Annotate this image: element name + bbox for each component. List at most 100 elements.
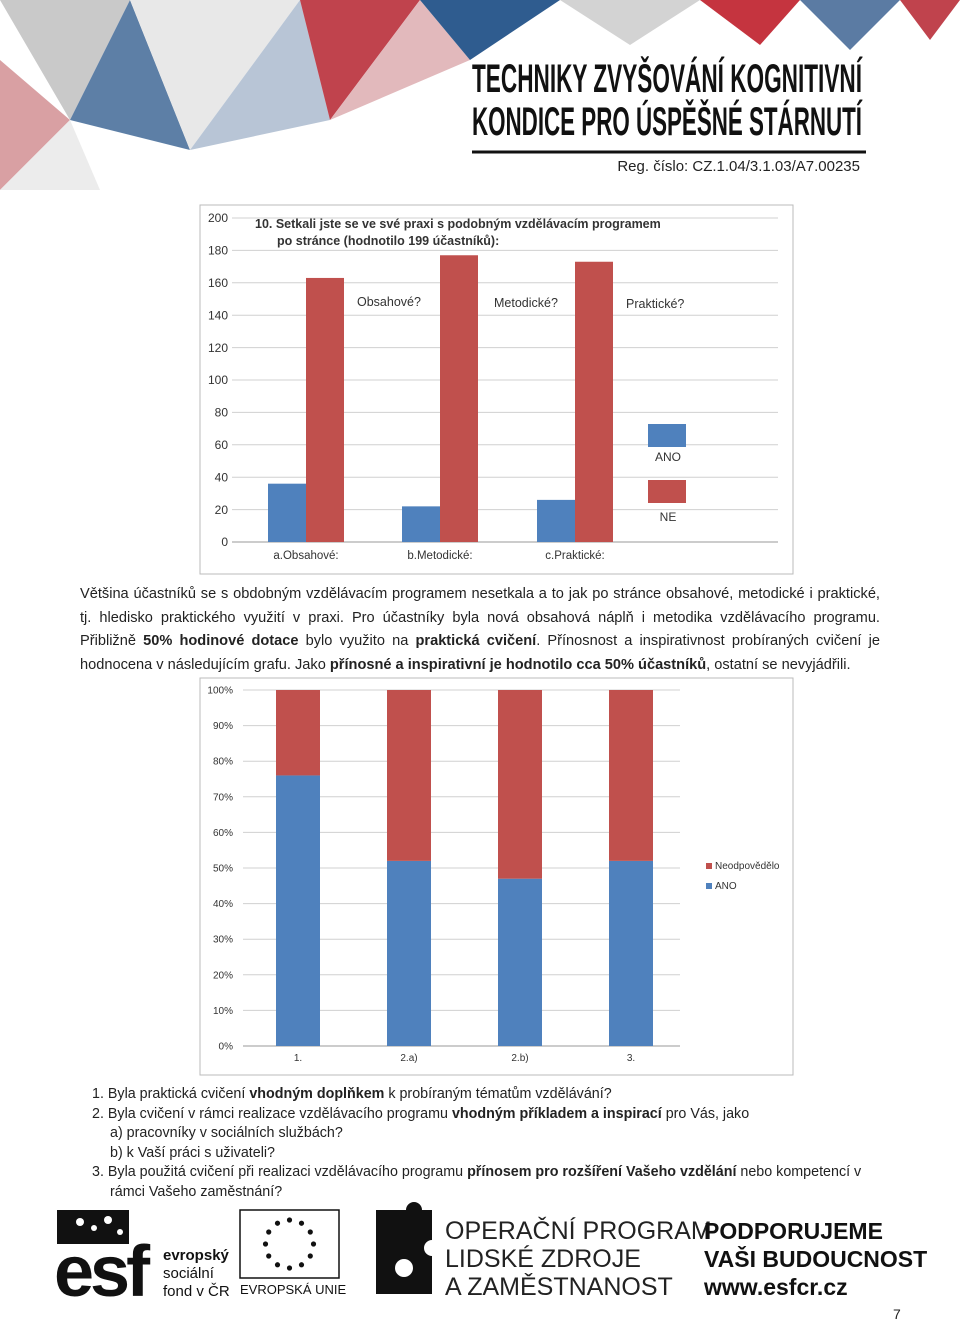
chart: 0 20 40 60 80 100 120 140 160 180 200 10. Setkali j… <box>208 211 778 562</box>
bar-segment <box>498 878 542 1046</box>
text-run: 1. Byla praktická cvičení <box>92 1086 250 1102</box>
text-run: a) pracovníky v sociálních službách? <box>110 1125 343 1142</box>
eu-star <box>310 1241 317 1247</box>
y-tick-label: 80 <box>215 406 229 420</box>
text-run: . Přínosnost a inspirativnost probíranýc… <box>80 633 880 673</box>
question: a) pracovníky v sociálních službách? <box>92 1124 882 1144</box>
eu-star <box>286 1217 293 1223</box>
y-tick-label: 0 <box>221 535 228 549</box>
text-run: vhodným příkladem a inspirací <box>451 1105 662 1122</box>
y-tick-label: 30% <box>213 935 233 946</box>
bar <box>402 506 440 542</box>
y-tick-label: 100 <box>208 373 228 387</box>
op-text: LIDSKÉ ZDROJE <box>445 1244 641 1273</box>
text-run: Většina účastníků se s obdobným vzděláva… <box>80 586 880 649</box>
esf-text: sociální <box>163 1265 215 1282</box>
paragraph: Většina účastníků se s obdobným vzděláva… <box>80 583 880 677</box>
y-tick-label: 10% <box>213 1006 233 1017</box>
annotation: Metodické? <box>494 296 558 310</box>
text-run: 3. Byla použitá cvičení při realizaci vz… <box>92 1164 468 1181</box>
text-run: pro Vás, jako <box>661 1105 750 1122</box>
eu-star <box>298 1262 305 1268</box>
eu-star <box>266 1229 272 1235</box>
eu-star <box>274 1220 281 1226</box>
legend-swatch <box>648 424 686 447</box>
op-text: OPERAČNÍ PROGRAM <box>445 1216 712 1245</box>
y-tick-label: 60% <box>213 828 233 839</box>
op-text: A ZAMĚSTNANOST <box>445 1272 673 1301</box>
x-tick-label: 3. <box>627 1053 635 1064</box>
legend-swatch <box>706 863 712 869</box>
header-title: TECHNIKY ZVYŠOVÁNÍ KOGNITIVNÍ <box>472 55 862 101</box>
text-run: vhodným doplňkem <box>249 1086 385 1102</box>
text-run: 2. Byla cvičení v rámci realizace vzdělá… <box>92 1105 452 1122</box>
bar-segment <box>387 860 431 1046</box>
eu-star <box>266 1253 272 1259</box>
header-title: KONDICE PRO ÚSPĚŠNÉ STÁRNUTÍ <box>472 98 862 144</box>
eu-star <box>307 1253 313 1259</box>
page-number: 7 <box>893 1306 901 1322</box>
x-tick-label: b.Metodické: <box>407 550 472 562</box>
bar-segment <box>498 690 542 879</box>
y-tick-label: 200 <box>208 211 228 225</box>
y-tick-label: 60 <box>215 438 229 452</box>
text-run: , ostatní se nevyjádřili. <box>706 656 851 673</box>
x-tick-label: a.Obsahové: <box>273 550 338 562</box>
y-tick-label: 20% <box>213 970 233 981</box>
legend-swatch <box>706 883 712 889</box>
question: b) k Vaší práci s uživateli? <box>92 1144 882 1164</box>
y-tick-label: 20 <box>215 503 229 517</box>
bar <box>306 277 344 542</box>
x-tick-label: 1. <box>294 1053 302 1064</box>
x-tick-label: 2.b) <box>511 1053 528 1064</box>
y-tick-label: 50% <box>213 864 233 875</box>
question-list: 1. Byla praktická cvičení vhodným doplňk… <box>92 1085 882 1203</box>
y-tick-label: 40 <box>215 470 229 484</box>
x-tick-label: c.Praktické: <box>545 550 604 562</box>
bar <box>537 499 575 542</box>
eu-text: EVROPSKÁ UNIE <box>240 1282 347 1297</box>
legend-label: ANO <box>715 881 737 892</box>
bar <box>575 261 613 542</box>
bar <box>440 255 478 542</box>
text-run: k probíraným tématům vzdělávání? <box>384 1086 612 1102</box>
eu-star <box>307 1229 313 1235</box>
y-tick-label: 70% <box>213 792 233 803</box>
support-text: www.esfcr.cz <box>703 1274 848 1300</box>
eu-logo: EVROPSKÁ UNIE <box>239 1209 347 1297</box>
eu-star <box>298 1220 305 1226</box>
text-run: přínosem pro rozšíření Vašeho vzdělání <box>467 1164 737 1181</box>
esf-text: evropský <box>163 1247 230 1264</box>
chart-title: po stránce (hodnotilo 199 účastníků): <box>277 234 499 248</box>
text-run: praktická cvičení <box>415 633 537 649</box>
header-decoration <box>0 0 960 190</box>
chart-title: 10. Setkali jste se ve své praxi s podob… <box>255 217 661 231</box>
y-tick-label: 180 <box>208 244 228 258</box>
esf-logo: esf evropský sociální fond v ČR <box>54 1210 230 1312</box>
esf-text: fond v ČR <box>163 1283 230 1300</box>
text-run: nebo kompetencí v rámci Vašeho zaměstnán… <box>110 1164 862 1200</box>
y-tick-label: 0% <box>219 1042 234 1053</box>
legend-swatch <box>648 480 686 503</box>
y-tick-label: 100% <box>207 686 233 697</box>
x-tick-label: 2.a) <box>400 1053 417 1064</box>
bar-segment <box>609 690 653 861</box>
esf-text: esf <box>54 1232 151 1312</box>
legend-label: ANO <box>655 450 681 464</box>
text-run: b) k Vaší práci s uživateli? <box>110 1144 276 1161</box>
question: 3. Byla použitá cvičení při realizaci vz… <box>92 1163 882 1202</box>
support-text: PODPORUJEME <box>704 1218 883 1244</box>
bar-segment <box>609 860 653 1046</box>
y-tick-label: 80% <box>213 757 233 768</box>
annotation: Obsahové? <box>357 295 421 309</box>
question: 2. Byla cvičení v rámci realizace vzdělá… <box>92 1105 882 1125</box>
text-run: 50% hodinové dotace <box>143 633 299 649</box>
legend-label: NE <box>660 510 677 524</box>
y-tick-label: 160 <box>208 276 228 290</box>
y-tick-label: 140 <box>208 308 228 322</box>
y-tick-label: 40% <box>213 899 233 910</box>
text-run: bylo využito na <box>298 633 416 649</box>
support-text: VAŠI BUDOUCNOST <box>704 1245 927 1272</box>
